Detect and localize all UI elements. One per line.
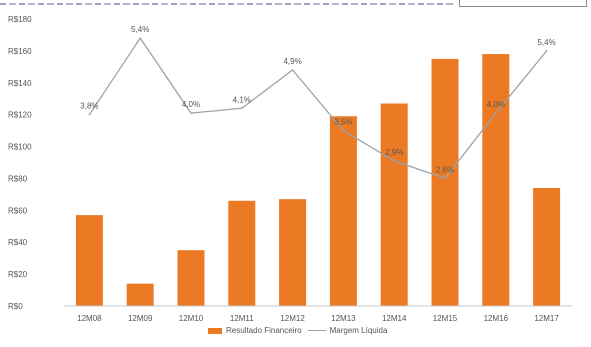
data-label: 3,5% [334, 118, 352, 127]
y-tick-label: R$0 [8, 302, 23, 311]
legend-label-line: Margem Líquida [329, 326, 388, 335]
bar-12M09 [126, 283, 154, 306]
data-label: 2,6% [436, 165, 454, 174]
data-label: 2,9% [385, 148, 403, 157]
bar-12M12 [279, 199, 307, 306]
line-point [393, 160, 396, 162]
bar-12M10 [177, 250, 205, 306]
x-axis: 12M08 12M09 12M10 12M11 12M12 12M13 12M14 12M15… [77, 314, 559, 323]
bar-12M16 [482, 54, 510, 307]
y-tick-label: R$60 [8, 206, 28, 215]
legend-swatch-line [307, 330, 326, 331]
x-tick-label: 12M08 [77, 314, 102, 323]
bar-12M14 [380, 103, 408, 306]
bar-12M13 [329, 116, 357, 306]
legend-label-bar: Resultado Financeiro [226, 326, 302, 335]
y-tick-label: R$20 [8, 270, 28, 279]
line-point [88, 113, 91, 116]
line-point [545, 50, 548, 52]
y-tick-label: R$100 [8, 143, 32, 152]
x-tick-label: 12M12 [280, 314, 305, 323]
x-tick-label: 12M13 [331, 314, 356, 323]
bar-12M17 [533, 188, 561, 306]
line-point [291, 69, 294, 71]
y-tick-label: R$40 [8, 238, 28, 247]
bar-12M08 [75, 215, 103, 306]
cropped-caption-text [0, 3, 455, 5]
legend-item-line: Margem Líquida [307, 326, 388, 335]
data-label: 4,1% [233, 95, 251, 104]
x-tick-label: 12M16 [484, 314, 509, 323]
bar-12M11 [228, 200, 256, 306]
y-axis: R$0 R$20 R$40 R$60 R$80 R$100 R$120 R$140 R$160 R… [8, 15, 32, 311]
line-point [190, 112, 192, 114]
line-point [495, 112, 497, 114]
x-tick-label: 12M14 [382, 314, 407, 323]
y-tick-label: R$80 [8, 174, 28, 183]
line-point [444, 177, 446, 180]
x-tick-label: 12M15 [433, 314, 458, 323]
cropped-caption-strip [0, 0, 591, 8]
legend: Resultado Financeiro Margem Líquida [208, 326, 387, 335]
line-series: 3,8% 5,4% 4,0% 4,1% 4,9% 3,5% 2,9% 2,6% 4,0% 5,4% [80, 25, 556, 180]
legend-item-bar: Resultado Financeiro [208, 326, 302, 335]
legend-swatch-bar [208, 327, 222, 334]
data-label: 4,0% [182, 100, 200, 109]
x-tick-label: 12M09 [128, 314, 153, 323]
margin-line [88, 36, 548, 180]
data-label: 5,4% [537, 38, 555, 47]
x-tick-label: 12M11 [230, 314, 254, 323]
data-label: 4,0% [487, 100, 505, 109]
data-label: 5,4% [131, 25, 149, 34]
data-label: 4,9% [283, 57, 301, 66]
x-tick-label: 12M10 [179, 314, 204, 323]
y-tick-label: R$180 [8, 15, 32, 24]
y-tick-label: R$120 [8, 111, 32, 120]
line-point [139, 37, 141, 39]
line-point [241, 107, 243, 110]
x-tick-label: 12M17 [534, 314, 559, 323]
data-label: 3,8% [80, 102, 98, 111]
y-tick-label: R$140 [8, 79, 32, 88]
bar-12M15 [431, 58, 459, 306]
bar-series [75, 54, 561, 307]
y-tick-label: R$160 [8, 47, 32, 56]
line-point [342, 129, 345, 132]
cropped-caption-box [459, 0, 587, 7]
